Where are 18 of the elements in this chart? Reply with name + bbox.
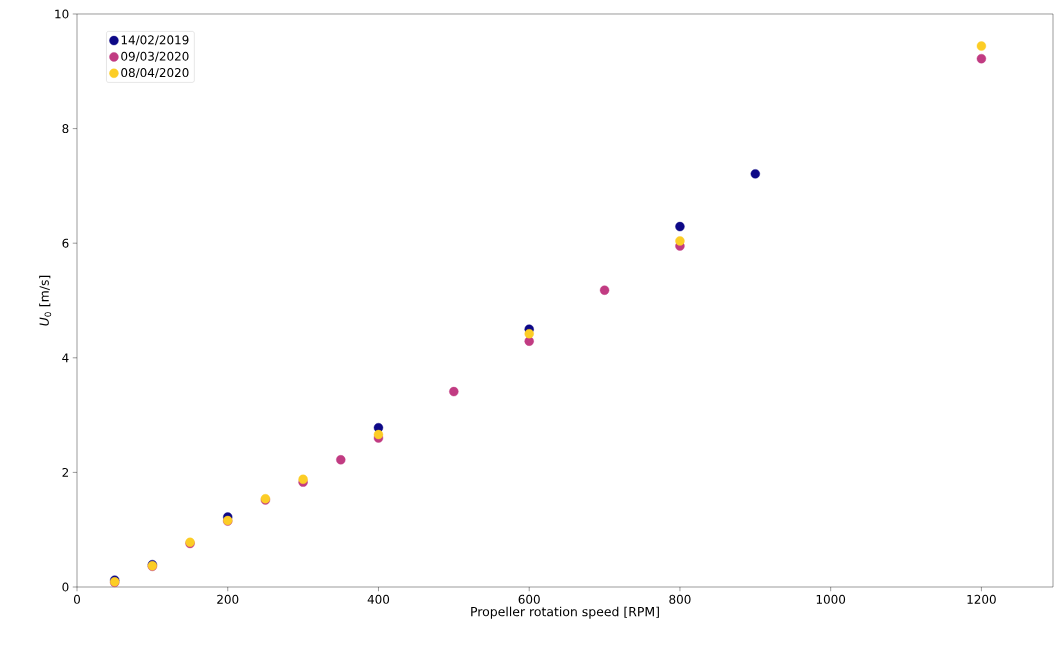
x-tick-label: 200	[217, 594, 239, 604]
y-tick-label: 8	[62, 124, 69, 134]
y-axis-title: U$_{0}$ [m/s]	[39, 275, 52, 326]
x-tick-label: 400	[367, 594, 390, 604]
legend-label: 14/02/2019	[121, 35, 189, 46]
y-tick-label: 4	[62, 353, 69, 363]
y-tick-label: 2	[62, 467, 69, 477]
y-tick-label: 6	[62, 238, 69, 248]
y-tick-label: 10	[55, 9, 69, 19]
legend-label: 08/04/2020	[121, 68, 189, 79]
y-tick-label: 0	[62, 582, 69, 592]
x-tick-label: 800	[669, 594, 691, 604]
x-tick-label: 1200	[967, 594, 996, 604]
x-tick-label: 1000	[816, 594, 846, 604]
x-tick-label: 0	[73, 594, 81, 604]
legend-label: 09/03/2020	[121, 51, 189, 62]
x-axis-title: Propeller rotation speed [RPM]	[471, 606, 659, 619]
x-tick-label: 600	[518, 594, 540, 604]
